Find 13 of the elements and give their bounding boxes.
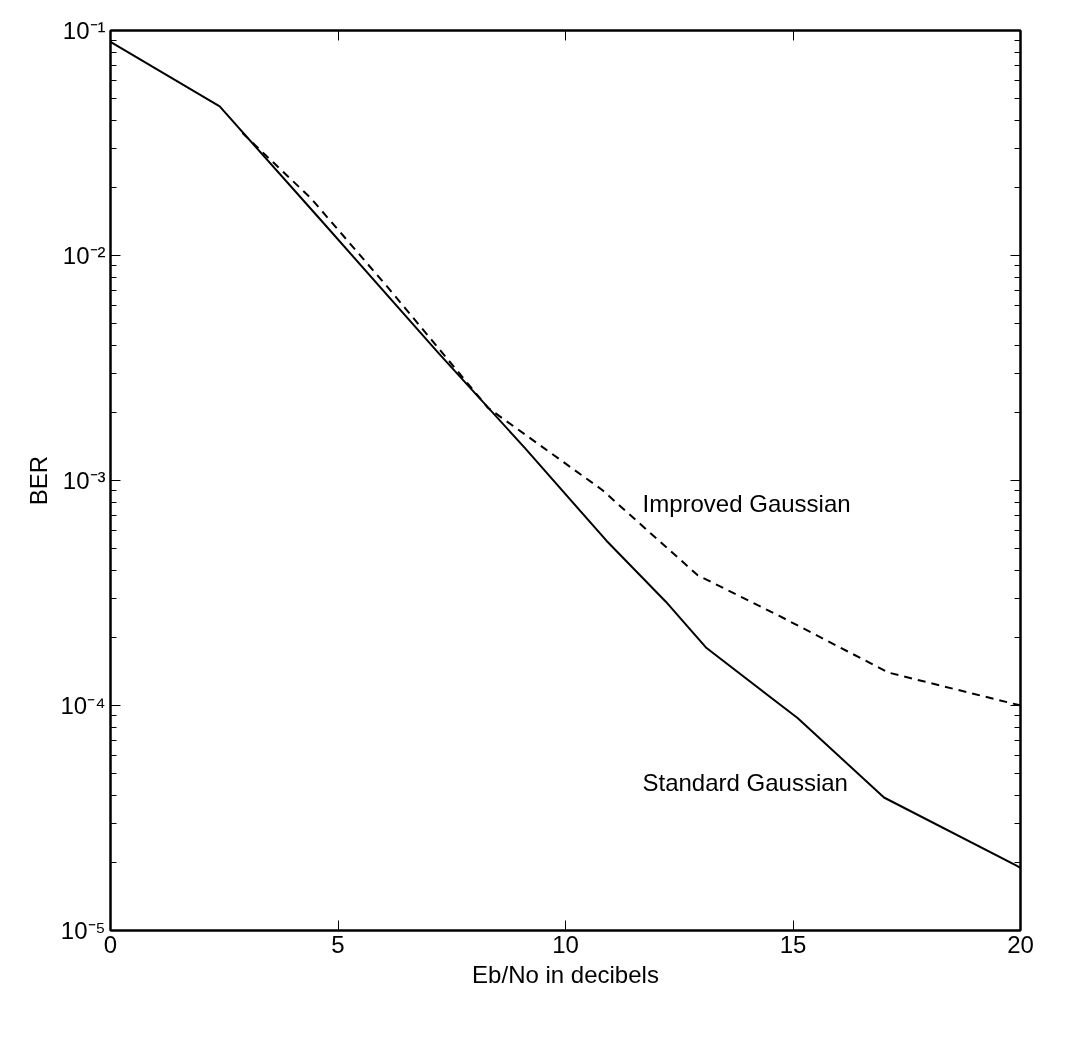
x-tick-label: 5 <box>331 930 345 958</box>
x-tick-label: 15 <box>779 930 807 958</box>
x-tick-label: 10 <box>552 930 579 958</box>
x-tick-label: 0 <box>103 930 118 958</box>
y-tick-label: 10⁻¹ <box>62 17 106 44</box>
annotation: Improved Gaussian <box>642 490 851 517</box>
y-tick-label: 10⁻⁴ <box>60 692 106 719</box>
annotation: Standard Gaussian <box>642 769 848 796</box>
y-axis-title: BER <box>25 455 53 506</box>
y-tick-label: 10⁻² <box>62 242 106 269</box>
y-tick-label: 10⁻³ <box>62 467 106 494</box>
x-tick-label: 20 <box>1007 930 1034 958</box>
x-axis-title: Eb/No in decibels <box>472 960 659 988</box>
